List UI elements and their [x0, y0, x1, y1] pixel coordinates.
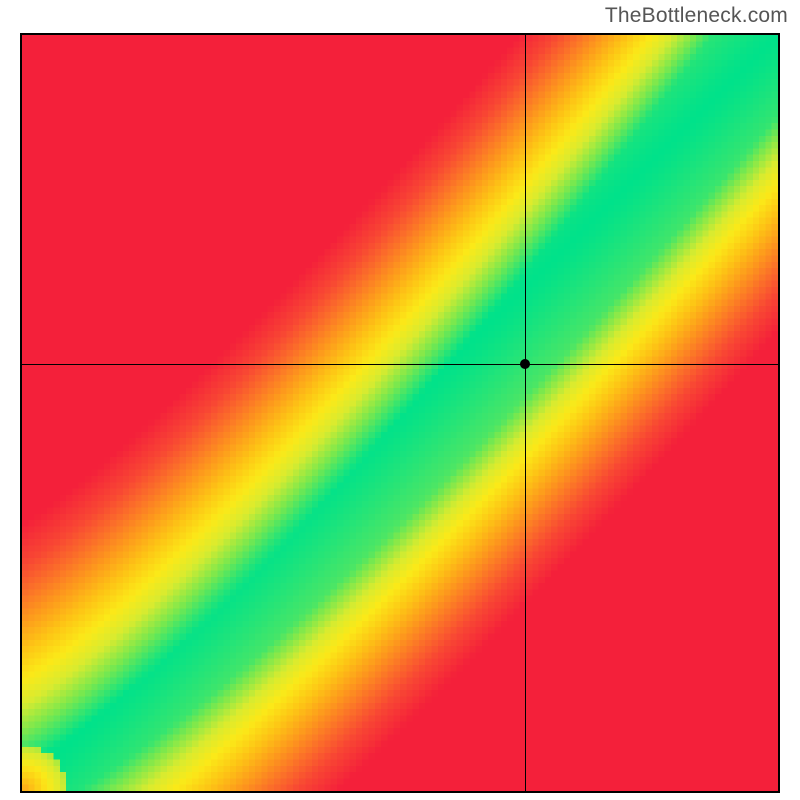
heatmap-canvas	[22, 35, 778, 791]
crosshair-vertical	[525, 35, 526, 791]
bottleneck-heatmap-plot	[20, 33, 780, 793]
watermark-text: TheBottleneck.com	[605, 4, 788, 28]
marker-dot	[520, 359, 530, 369]
crosshair-horizontal	[22, 364, 778, 365]
